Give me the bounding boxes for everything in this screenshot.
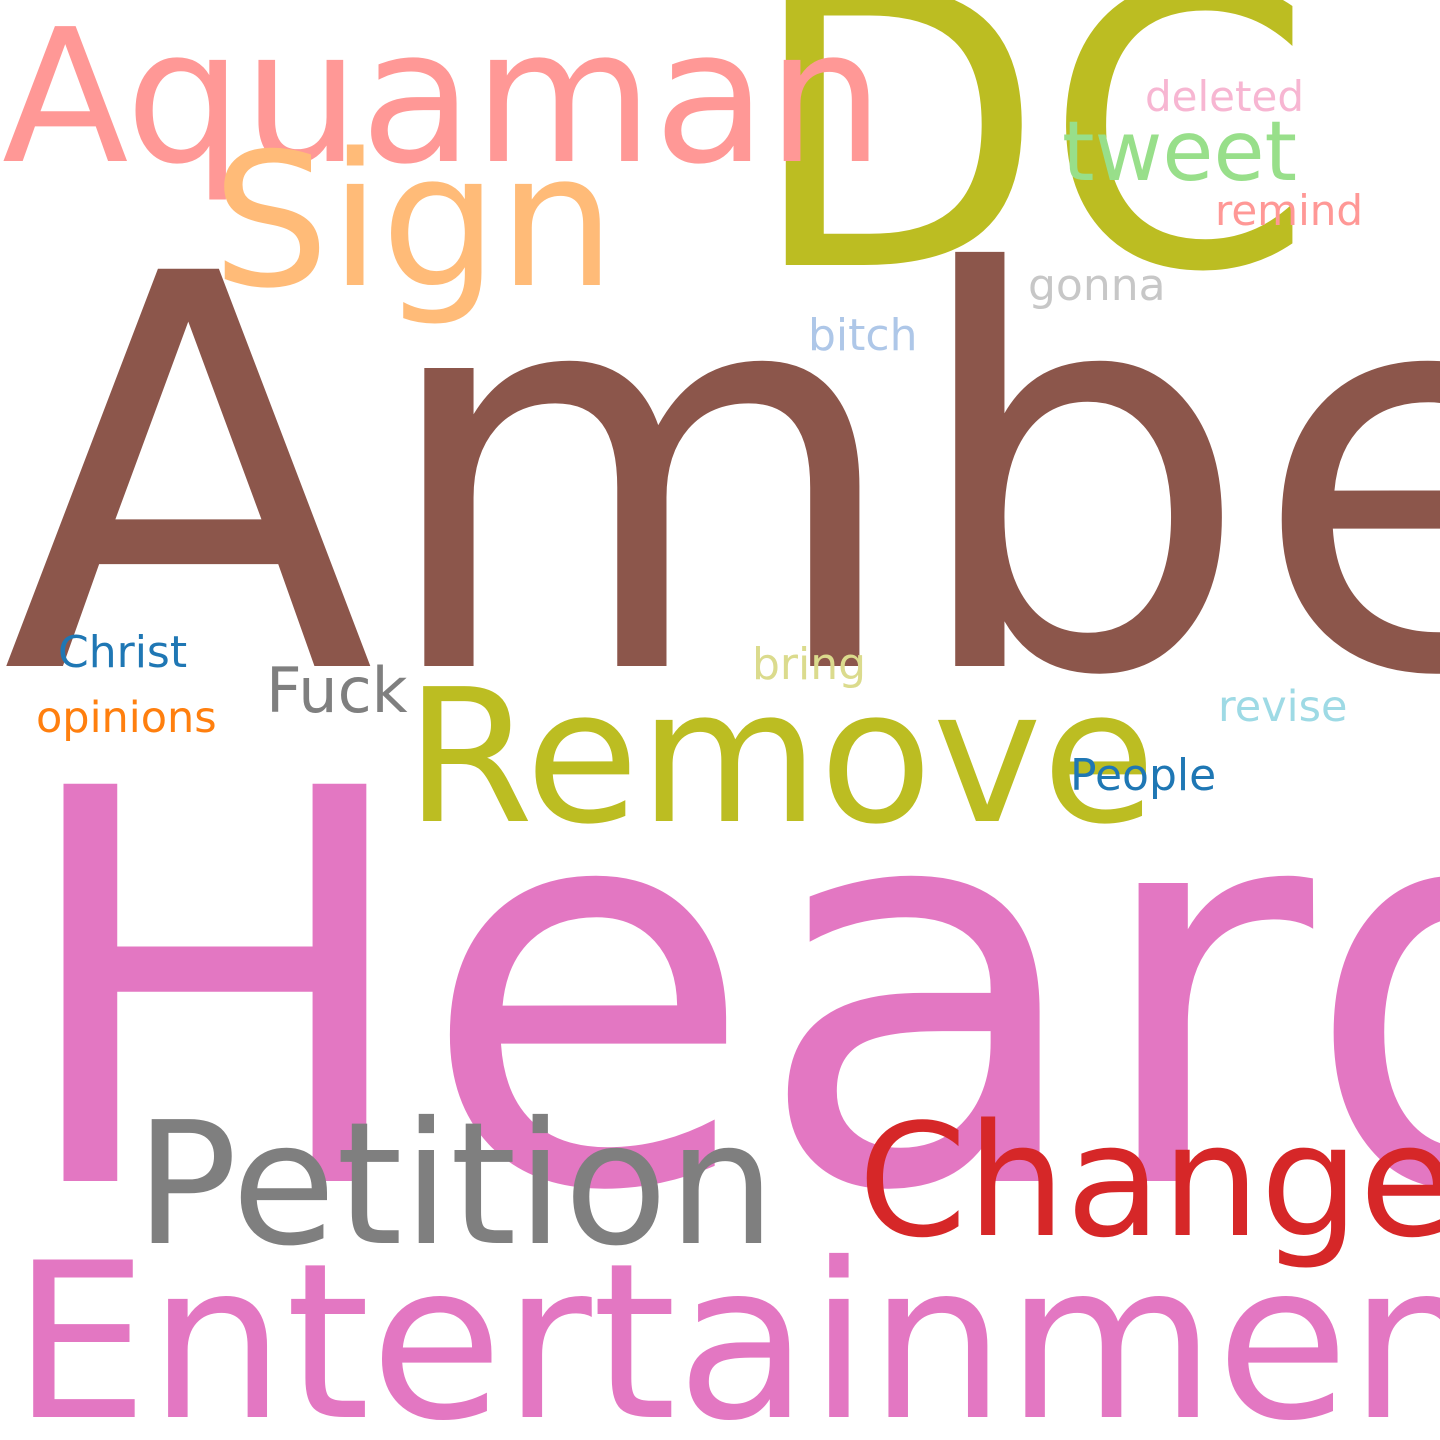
word-deleted: deleted <box>1145 72 1304 121</box>
word-bitch: bitch <box>808 310 918 361</box>
word-heard: Heard <box>10 675 1440 1310</box>
word-change: Change <box>858 1090 1440 1272</box>
word-remind: remind <box>1215 186 1364 235</box>
word-opinions: opinions <box>36 693 217 743</box>
word-fuck: Fuck <box>266 654 408 727</box>
word-petition: Petition <box>135 1086 776 1284</box>
word-sign: Sign <box>212 113 616 329</box>
word-tweet: tweet <box>1062 103 1298 200</box>
word-entertainment: Entertainment <box>12 1217 1440 1440</box>
word-aquaman: Aquaman <box>2 0 885 205</box>
word-remove: Remove <box>405 649 1156 865</box>
word-gonna: gonna <box>1028 260 1166 311</box>
word-christ: Christ <box>58 627 188 678</box>
word-people: People <box>1070 750 1217 801</box>
word-revise: revise <box>1218 682 1348 732</box>
word-bring: bring <box>752 639 867 690</box>
word-dc: DC <box>748 0 1314 356</box>
word-amber: Amber <box>2 160 1440 795</box>
